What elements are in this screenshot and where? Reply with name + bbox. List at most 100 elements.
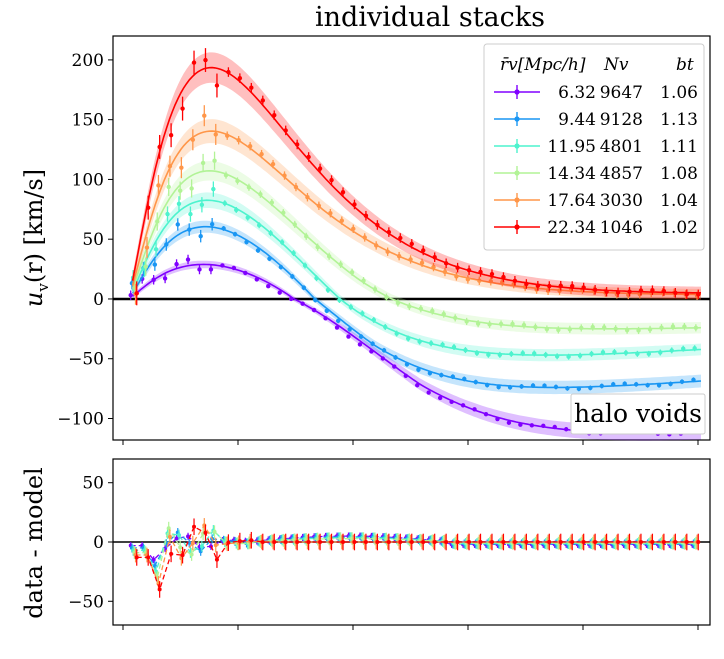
data-point (165, 211, 170, 217)
residual-point (341, 540, 346, 544)
residual-point (501, 540, 506, 544)
data-point (236, 138, 241, 143)
data-point (638, 288, 644, 293)
data-point (255, 248, 261, 253)
data-point (246, 185, 252, 190)
data-point (566, 354, 571, 359)
data-point (260, 98, 265, 103)
data-point (313, 297, 318, 303)
y-tick-label: −50 (68, 592, 104, 612)
residual-point (180, 553, 185, 558)
data-point (415, 383, 420, 388)
data-point (380, 356, 386, 361)
legend-nv: 4857 (600, 164, 643, 184)
residual-point (226, 540, 231, 545)
data-point (432, 255, 437, 260)
data-point (351, 226, 356, 232)
data-point (226, 69, 231, 75)
data-point (225, 133, 230, 138)
data-point (235, 178, 240, 184)
data-point (213, 132, 218, 137)
data-point (222, 201, 228, 206)
data-point (168, 133, 174, 138)
model-line (131, 225, 702, 389)
data-point (604, 289, 609, 294)
residual-point (627, 540, 632, 544)
data-point (370, 341, 375, 346)
data-point (143, 264, 148, 269)
bottom-y-ticks: −50 0 50 (68, 474, 113, 612)
data-point (543, 352, 548, 358)
data-point (684, 292, 690, 297)
data-point (428, 341, 434, 346)
residual-point (673, 540, 678, 544)
residual-point (570, 540, 575, 544)
data-point (636, 328, 641, 333)
legend-rv: 11.95 (547, 137, 596, 157)
data-point (466, 268, 472, 273)
data-point (450, 374, 456, 379)
residual-point (283, 540, 288, 544)
data-point (443, 261, 449, 266)
data-point (191, 60, 197, 65)
data-point (601, 325, 607, 330)
data-point (348, 304, 354, 310)
data-point (128, 293, 133, 298)
top-y-axis-label: uv(r) [km/s] (20, 169, 52, 307)
data-point (189, 186, 194, 191)
data-point (552, 424, 557, 430)
data-point (426, 390, 431, 395)
data-point (681, 346, 686, 351)
data-point (272, 113, 277, 118)
data-point (334, 325, 340, 330)
legend-rv: 17.64 (547, 191, 596, 211)
data-point (249, 85, 254, 90)
data-point (624, 327, 630, 333)
data-point (691, 377, 696, 382)
data-point (243, 270, 248, 276)
residual-point (306, 540, 311, 544)
residual-point (684, 540, 689, 544)
data-point (532, 351, 537, 356)
residual-point (169, 551, 174, 556)
data-point (323, 316, 328, 321)
data-point (439, 372, 444, 378)
data-point (180, 106, 185, 111)
data-point (611, 382, 616, 387)
residual-point (203, 530, 208, 535)
residual-point (604, 540, 609, 544)
data-point (488, 279, 493, 284)
data-point (668, 381, 673, 387)
data-point (441, 311, 446, 317)
bottom-plot-area (113, 518, 710, 598)
legend-bt: 1.06 (660, 83, 698, 103)
data-point (278, 264, 284, 270)
residual-point (237, 539, 242, 544)
data-point (151, 277, 156, 282)
data-point (352, 202, 357, 207)
residual-point (272, 540, 277, 544)
data-point (659, 325, 664, 330)
chart-title: individual stacks (315, 2, 545, 33)
data-point (627, 289, 632, 294)
data-point (495, 416, 500, 422)
data-point (212, 158, 217, 163)
data-point (346, 334, 351, 339)
data-point (254, 277, 259, 282)
legend-header-bt: bt (676, 55, 694, 75)
data-point (200, 160, 206, 166)
data-point (524, 281, 529, 287)
data-point (427, 370, 433, 376)
data-point (347, 327, 352, 332)
data-point (558, 283, 563, 288)
data-point (174, 261, 179, 267)
residual-point (638, 540, 643, 544)
residual-point (260, 540, 265, 544)
data-point (315, 244, 320, 250)
data-point (679, 379, 685, 384)
y-tick-label: 50 (82, 474, 104, 494)
ylabel-rest: (r) [km/s] (20, 169, 48, 283)
data-point (329, 177, 334, 183)
residual-point (212, 529, 217, 534)
data-point (179, 165, 184, 170)
